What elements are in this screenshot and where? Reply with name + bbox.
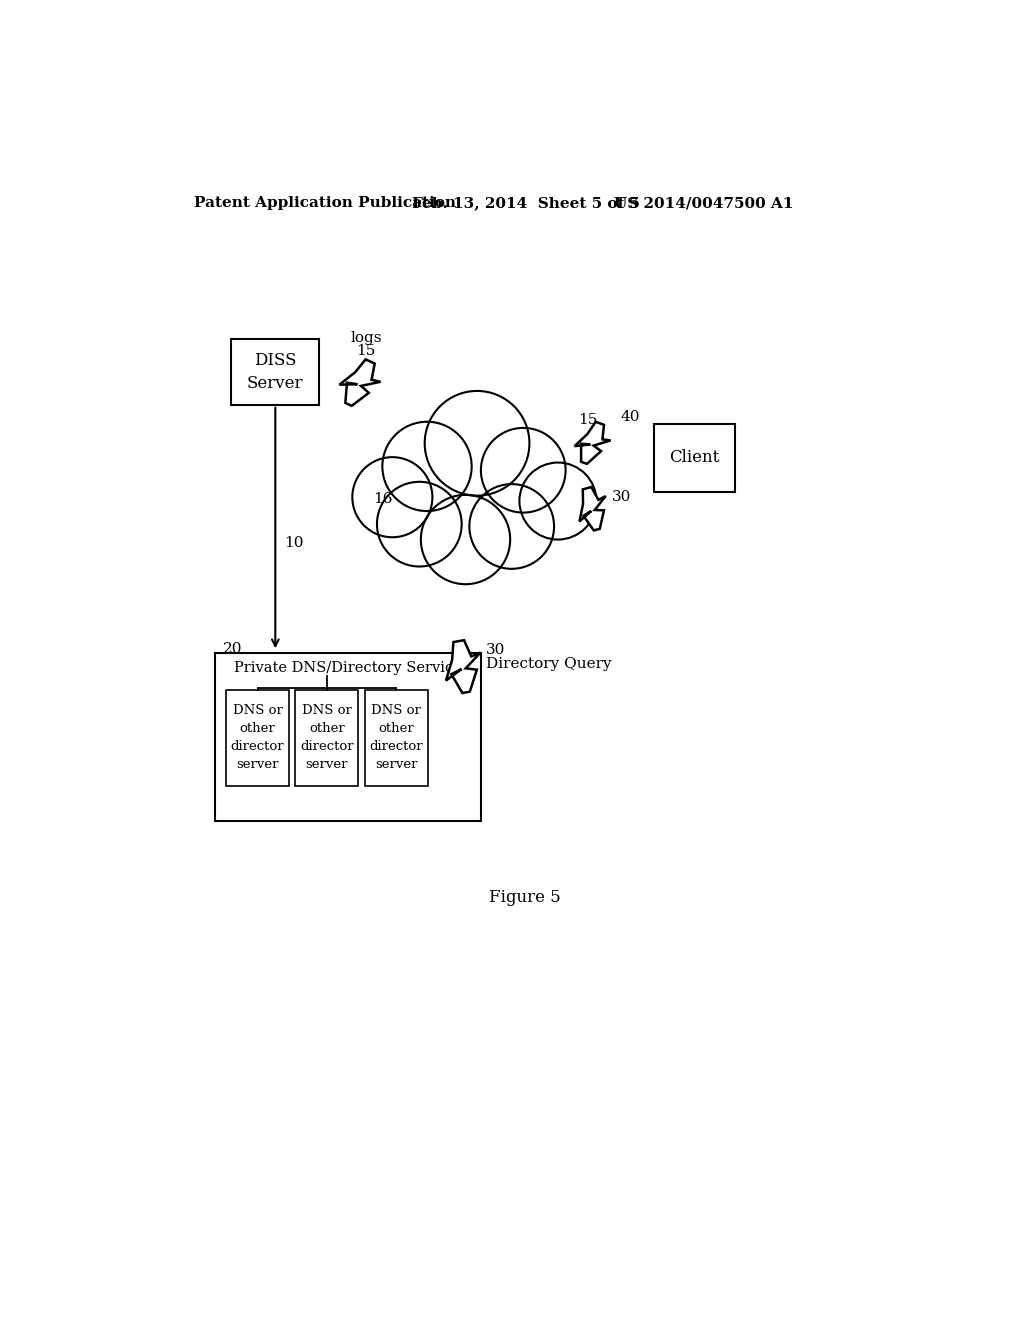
Polygon shape xyxy=(574,422,610,463)
Polygon shape xyxy=(446,640,480,693)
Circle shape xyxy=(469,484,554,569)
Bar xyxy=(295,689,358,785)
Text: 15: 15 xyxy=(579,413,598,428)
Bar xyxy=(215,653,481,821)
Text: DNS or
other
director
server: DNS or other director server xyxy=(300,705,353,771)
Text: 30: 30 xyxy=(486,643,506,656)
Text: 10: 10 xyxy=(285,536,304,550)
Text: 15: 15 xyxy=(356,345,376,358)
Circle shape xyxy=(352,457,432,537)
Text: Directory Query: Directory Query xyxy=(486,656,612,671)
Text: 20: 20 xyxy=(223,642,243,656)
Text: Feb. 13, 2014  Sheet 5 of 5: Feb. 13, 2014 Sheet 5 of 5 xyxy=(412,197,639,210)
Circle shape xyxy=(481,428,565,512)
Bar xyxy=(226,689,289,785)
Polygon shape xyxy=(580,487,605,531)
Text: 16: 16 xyxy=(374,492,393,506)
Circle shape xyxy=(519,462,596,540)
Bar xyxy=(365,689,428,785)
Text: logs: logs xyxy=(350,331,382,345)
Text: DNS or
other
director
server: DNS or other director server xyxy=(230,705,285,771)
Text: Private DNS/Directory Service: Private DNS/Directory Service xyxy=(234,661,462,675)
Bar xyxy=(654,424,735,492)
Text: 40: 40 xyxy=(621,411,640,424)
Circle shape xyxy=(377,482,462,566)
Bar xyxy=(230,339,319,405)
Text: Figure 5: Figure 5 xyxy=(488,890,561,906)
Text: DNS or
other
director
server: DNS or other director server xyxy=(370,705,423,771)
Text: 30: 30 xyxy=(611,490,631,504)
Circle shape xyxy=(425,391,529,496)
Text: Patent Application Publication: Patent Application Publication xyxy=(194,197,456,210)
Text: DISS
Server: DISS Server xyxy=(247,352,303,392)
Circle shape xyxy=(382,422,472,511)
Circle shape xyxy=(421,495,510,585)
Text: US 2014/0047500 A1: US 2014/0047500 A1 xyxy=(614,197,794,210)
Polygon shape xyxy=(340,359,381,405)
Text: Client: Client xyxy=(670,449,720,466)
